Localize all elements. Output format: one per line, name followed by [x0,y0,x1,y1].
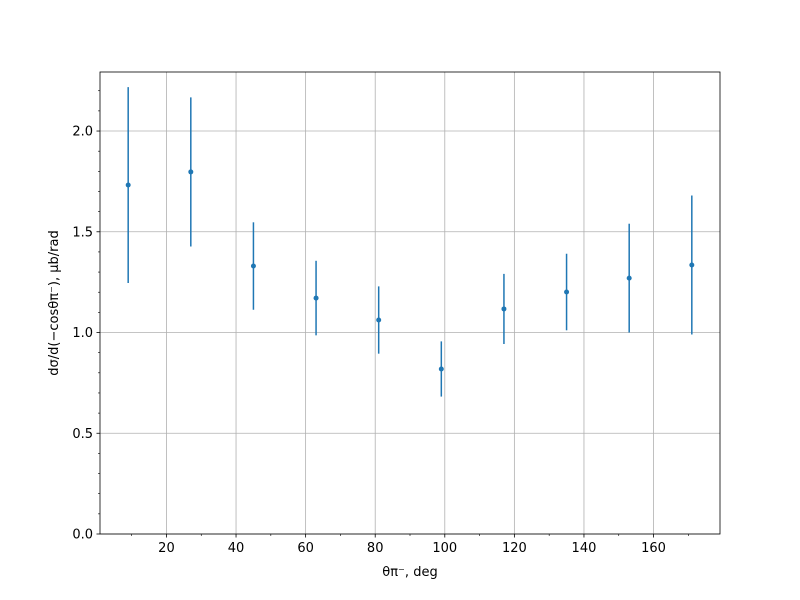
y-axis-label: dσ/d(−cosθπ⁻), μb/rad [47,230,62,375]
y-tick-label: 1.0 [72,326,93,341]
data-point [188,169,194,175]
data-point [501,306,507,312]
x-tick-label: 140 [572,541,597,556]
y-tick-label: 1.5 [72,225,93,240]
data-point [313,295,319,301]
data-point [689,262,695,268]
data-point [125,182,131,188]
x-tick-label: 40 [228,541,245,556]
data-point [626,275,632,281]
x-tick-label: 160 [641,541,666,556]
x-tick-label: 60 [297,541,314,556]
data-point [376,317,382,323]
y-tick-label: 0.5 [72,427,93,442]
plot-frame [99,71,721,535]
y-tick-label: 0.0 [72,528,93,543]
x-tick-label: 100 [432,541,457,556]
data-point [564,289,570,295]
x-tick-label: 20 [158,541,175,556]
data-point [250,263,256,269]
x-tick-label: 120 [502,541,527,556]
x-axis-label: θπ⁻, deg [382,565,437,580]
x-tick-label: 80 [367,541,384,556]
data-point [438,366,444,372]
y-tick-label: 2.0 [72,125,93,140]
